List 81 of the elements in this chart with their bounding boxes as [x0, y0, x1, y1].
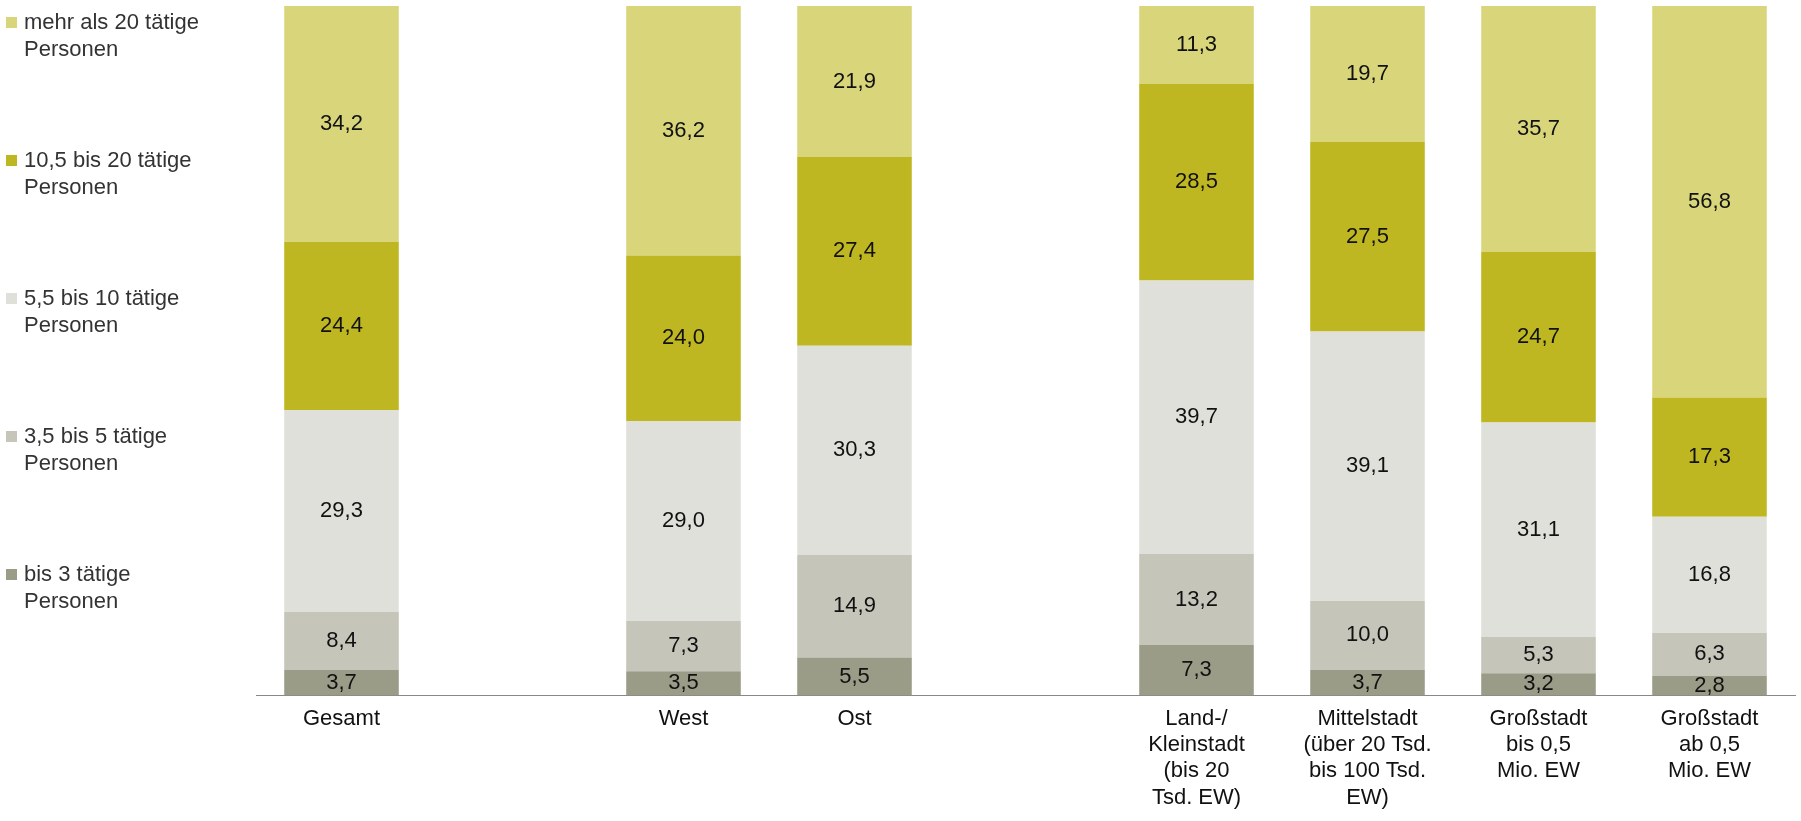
bar: [284, 409, 399, 612]
bar: [1310, 669, 1425, 696]
data-label: 29,0: [662, 507, 705, 533]
bar: [626, 671, 741, 696]
bar: [284, 611, 399, 670]
bar: [797, 345, 912, 555]
bar: [1310, 141, 1425, 332]
bar: [626, 421, 741, 621]
bar: [1310, 600, 1425, 670]
data-label: 35,7: [1517, 115, 1560, 141]
bar: [797, 6, 912, 157]
legend-label: 5,5 bis 10 tätige Personen: [23, 284, 181, 339]
bar: [1481, 636, 1596, 674]
data-label: 5,5: [839, 662, 870, 688]
legend-label: mehr als 20 tätige Personen: [23, 8, 200, 63]
data-label: 27,4: [833, 237, 876, 263]
bar: [626, 6, 741, 256]
data-label: 2,8: [1694, 671, 1725, 697]
bar: [284, 6, 399, 242]
bar: [1139, 280, 1254, 555]
bar: [1310, 6, 1425, 142]
data-label: 29,3: [320, 497, 363, 523]
data-label: 31,1: [1517, 515, 1560, 541]
bar: [284, 669, 399, 696]
bar: [626, 620, 741, 672]
bar: [797, 156, 912, 346]
x-tick-label: Mittelstadt (über 20 Tsd. bis 100 Tsd. EW): [1303, 704, 1432, 809]
bar: [1481, 252, 1596, 423]
data-label: 39,7: [1175, 403, 1218, 429]
data-label: 13,2: [1175, 585, 1218, 611]
data-label: 27,5: [1346, 222, 1389, 248]
data-label: 10,0: [1346, 621, 1389, 647]
bar: [1652, 6, 1767, 398]
bar: [1652, 516, 1767, 633]
legend-label: 3,5 bis 5 tätige Personen: [23, 422, 169, 477]
bar: [284, 241, 399, 410]
bar: [626, 255, 741, 422]
data-label: 3,2: [1523, 670, 1554, 696]
data-label: 5,3: [1523, 641, 1554, 667]
x-tick-label: Großstadt ab 0,5 Mio. EW: [1660, 704, 1759, 783]
data-label: 3,5: [668, 669, 699, 695]
data-label: 7,3: [668, 632, 699, 658]
data-label: 24,0: [662, 324, 705, 350]
data-label: 7,3: [1181, 656, 1212, 682]
bar: [797, 657, 912, 696]
x-tick-label: Großstadt bis 0,5 Mio. EW: [1489, 704, 1588, 783]
data-label: 28,5: [1175, 168, 1218, 194]
bar: [1310, 331, 1425, 601]
data-label: 30,3: [833, 436, 876, 462]
x-tick-label: Gesamt: [302, 704, 381, 730]
data-label: 16,8: [1688, 560, 1731, 586]
data-label: 56,8: [1688, 187, 1731, 213]
x-tick-label: Ost: [837, 704, 872, 730]
data-label: 19,7: [1346, 59, 1389, 85]
data-label: 6,3: [1694, 640, 1725, 666]
bar: [1139, 6, 1254, 84]
data-label: 36,2: [662, 116, 705, 142]
bar: [797, 554, 912, 658]
data-label: 24,7: [1517, 323, 1560, 349]
data-label: 39,1: [1346, 452, 1389, 478]
data-label: 24,4: [320, 311, 363, 337]
data-label: 34,2: [320, 109, 363, 135]
bar: [1139, 554, 1254, 646]
bar: [1481, 6, 1596, 253]
legend-label: bis 3 tätige Personen: [23, 560, 132, 615]
x-tick-label: West: [658, 704, 709, 730]
data-label: 3,7: [326, 668, 357, 694]
bar: [1481, 673, 1596, 696]
bar: [1652, 632, 1767, 677]
data-label: 8,4: [326, 627, 357, 652]
legend-label: 10,5 bis 20 tätige Personen: [23, 146, 193, 201]
x-tick-label: Land-/ Kleinstadt (bis 20 Tsd. EW): [1148, 704, 1245, 809]
data-label: 3,7: [1352, 668, 1383, 694]
data-label: 11,3: [1175, 31, 1218, 57]
bar: [1139, 83, 1254, 281]
bar: [1481, 422, 1596, 637]
data-label: 14,9: [833, 592, 876, 618]
data-label: 17,3: [1688, 443, 1731, 469]
bar: [1139, 645, 1254, 696]
bar: [1652, 397, 1767, 517]
data-label: 21,9: [833, 67, 876, 93]
